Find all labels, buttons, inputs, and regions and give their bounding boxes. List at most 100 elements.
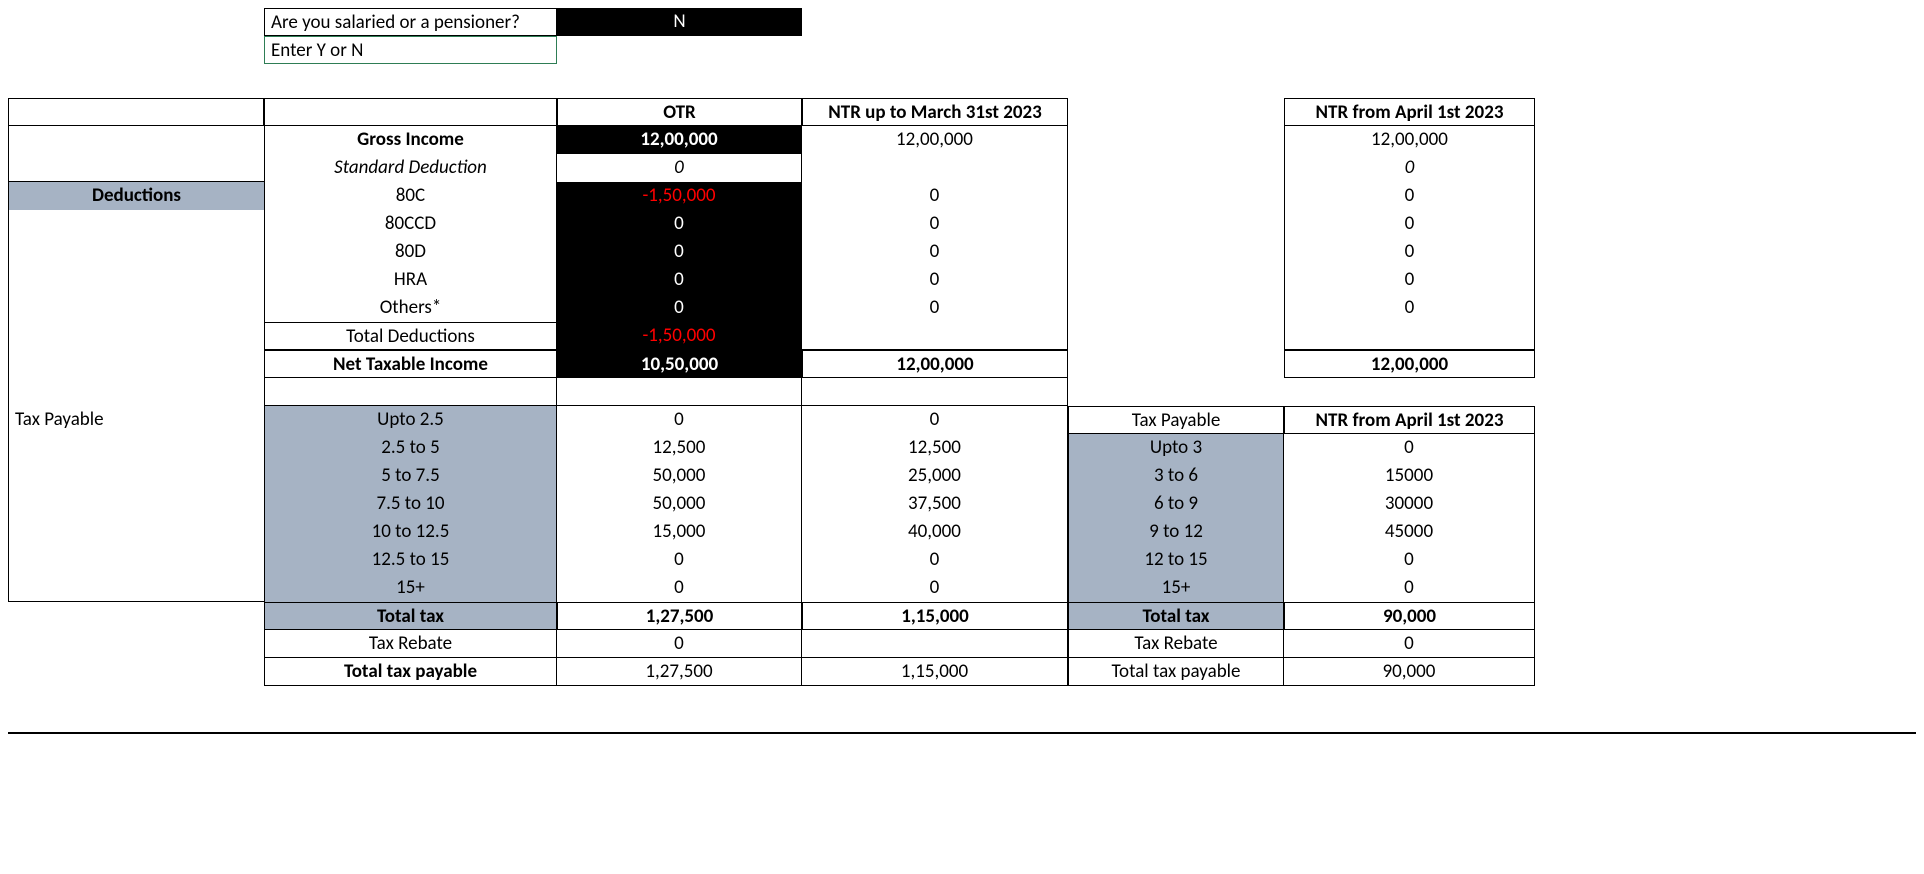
slab-row-2: 5 to 7.5 50,000 25,000 3 to 6 15000 — [8, 462, 1916, 490]
label-hra: HRA — [264, 266, 557, 294]
gross-otr[interactable]: 12,00,000 — [557, 126, 802, 154]
ded-others-ntr-new: 0 — [1284, 294, 1535, 322]
ded-others-otr[interactable]: 0 — [557, 294, 802, 322]
ded-hra-row: HRA 0 0 0 — [8, 266, 1916, 294]
prompt-hint: Enter Y or N — [264, 36, 557, 64]
slab-row-4: 10 to 12.5 15,000 40,000 9 to 12 45000 — [8, 518, 1916, 546]
ded-80c-otr[interactable]: -1,50,000 — [557, 182, 802, 210]
slab-row-6: 15+ 0 0 15+ 0 — [8, 574, 1916, 602]
slab-right-0-label: Upto 3 — [1068, 434, 1284, 462]
slab-left-5-otr: 0 — [557, 546, 802, 574]
net-taxable-row: Net Taxable Income 10,50,000 12,00,000 1… — [8, 350, 1916, 378]
slab-left-0-otr: 0 — [557, 406, 802, 434]
slab-right-5-val: 0 — [1284, 574, 1535, 602]
blank-row — [8, 378, 1916, 406]
slab-left-2-otr: 50,000 — [557, 462, 802, 490]
net-ntr-new: 12,00,000 — [1284, 350, 1535, 378]
prompt-row-1: Are you salaried or a pensioner? N — [8, 8, 1916, 36]
slab-right-0-val: 0 — [1284, 434, 1535, 462]
payable-otr: 1,27,500 — [557, 658, 802, 686]
label-net-taxable: Net Taxable Income — [264, 350, 557, 378]
std-deduction-row: Standard Deduction 0 0 — [8, 154, 1916, 182]
slab-left-1-label: 2.5 to 5 — [264, 434, 557, 462]
slab-left-6-otr: 0 — [557, 574, 802, 602]
header-ntr-old: NTR up to March 31st 2023 — [802, 98, 1068, 126]
slab-left-3-otr: 50,000 — [557, 490, 802, 518]
ded-80ccd-otr[interactable]: 0 — [557, 210, 802, 238]
ded-80d-ntr-new: 0 — [1284, 238, 1535, 266]
slab-row-5: 12.5 to 15 0 0 12 to 15 0 — [8, 546, 1916, 574]
tax-rebate-row: Tax Rebate 0 Tax Rebate 0 — [8, 630, 1916, 658]
slab-right-3-label: 9 to 12 — [1068, 518, 1284, 546]
slab-left-2-ntr-old: 25,000 — [802, 462, 1068, 490]
ded-others-row: Others* 0 0 0 — [8, 294, 1916, 322]
ded-80ccd-row: 80CCD 0 0 0 — [8, 210, 1916, 238]
prompt-row-2: Enter Y or N — [8, 36, 1916, 64]
slab-right-2-label: 6 to 9 — [1068, 490, 1284, 518]
label-total-tax-left: Total tax — [264, 602, 557, 630]
total-tax-ntr-new: 90,000 — [1284, 602, 1535, 630]
slab-left-1-ntr-old: 12,500 — [802, 434, 1068, 462]
net-otr: 10,50,000 — [557, 350, 802, 378]
total-payable-row: Total tax payable 1,27,500 1,15,000 Tota… — [8, 658, 1916, 686]
label-total-payable-right: Total tax payable — [1068, 658, 1284, 686]
label-80c: 80C — [264, 182, 557, 210]
slab-left-4-otr: 15,000 — [557, 518, 802, 546]
net-ntr-old: 12,00,000 — [802, 350, 1068, 378]
ded-hra-otr[interactable]: 0 — [557, 266, 802, 294]
label-tax-payable-left: Tax Payable — [8, 406, 264, 434]
slab-right-3-val: 45000 — [1284, 518, 1535, 546]
header-row: OTR NTR up to March 31st 2023 NTR from A… — [8, 98, 1916, 126]
prompt-answer[interactable]: N — [557, 8, 802, 36]
ded-others-ntr-old: 0 — [802, 294, 1068, 322]
slab-left-4-label: 10 to 12.5 — [264, 518, 557, 546]
payable-ntr-new: 90,000 — [1284, 658, 1535, 686]
label-total-payable-left: Total tax payable — [264, 658, 557, 686]
header-ntr-new-2: NTR from April 1st 2023 — [1284, 406, 1535, 434]
slab-left-6-ntr-old: 0 — [802, 574, 1068, 602]
label-gross-income: Gross Income — [264, 126, 557, 154]
slab-row-3: 7.5 to 10 50,000 37,500 6 to 9 30000 — [8, 490, 1916, 518]
header-ntr-new: NTR from April 1st 2023 — [1284, 98, 1535, 126]
slab-right-2-val: 30000 — [1284, 490, 1535, 518]
slab-left-2-label: 5 to 7.5 — [264, 462, 557, 490]
rebate-otr: 0 — [557, 630, 802, 658]
total-tax-ntr-old: 1,15,000 — [802, 602, 1068, 630]
label-tax-rebate-right: Tax Rebate — [1068, 630, 1284, 658]
ded-80ccd-ntr-new: 0 — [1284, 210, 1535, 238]
label-80d: 80D — [264, 238, 557, 266]
rebate-ntr-new: 0 — [1284, 630, 1535, 658]
slab-left-3-label: 7.5 to 10 — [264, 490, 557, 518]
total-tax-row: Total tax 1,27,500 1,15,000 Total tax 90… — [8, 602, 1916, 630]
slab-left-0-label: Upto 2.5 — [264, 406, 557, 434]
header-otr: OTR — [557, 98, 802, 126]
payable-ntr-old: 1,15,000 — [802, 658, 1068, 686]
total-deductions-row: Total Deductions -1,50,000 — [8, 322, 1916, 350]
label-total-tax-right: Total tax — [1068, 602, 1284, 630]
ded-80d-otr[interactable]: 0 — [557, 238, 802, 266]
spreadsheet: Are you salaried or a pensioner? N Enter… — [8, 8, 1916, 734]
ded-hra-ntr-old: 0 — [802, 266, 1068, 294]
slab-row-0: Tax Payable Upto 2.5 0 0 Tax Payable NTR… — [8, 406, 1916, 434]
label-std-deduction: Standard Deduction — [264, 154, 557, 182]
label-total-deductions: Total Deductions — [264, 322, 557, 350]
gross-ntr-old: 12,00,000 — [802, 126, 1068, 154]
prompt-question: Are you salaried or a pensioner? — [264, 8, 557, 36]
slab-right-1-label: 3 to 6 — [1068, 462, 1284, 490]
slab-left-5-label: 12.5 to 15 — [264, 546, 557, 574]
slab-right-4-val: 0 — [1284, 546, 1535, 574]
slab-left-1-otr: 12,500 — [557, 434, 802, 462]
total-ded-otr: -1,50,000 — [557, 322, 802, 350]
slab-left-3-ntr-old: 37,500 — [802, 490, 1068, 518]
gross-income-row: Gross Income 12,00,000 12,00,000 12,00,0… — [8, 126, 1916, 154]
label-others: Others* — [264, 294, 557, 322]
slab-right-1-val: 15000 — [1284, 462, 1535, 490]
label-80ccd: 80CCD — [264, 210, 557, 238]
label-deductions: Deductions — [8, 182, 264, 210]
slab-left-5-ntr-old: 0 — [802, 546, 1068, 574]
ded-hra-ntr-new: 0 — [1284, 266, 1535, 294]
ded-80c-row: Deductions 80C -1,50,000 0 0 — [8, 182, 1916, 210]
ded-80c-ntr-new: 0 — [1284, 182, 1535, 210]
std-otr: 0 — [557, 154, 802, 182]
total-tax-otr: 1,27,500 — [557, 602, 802, 630]
